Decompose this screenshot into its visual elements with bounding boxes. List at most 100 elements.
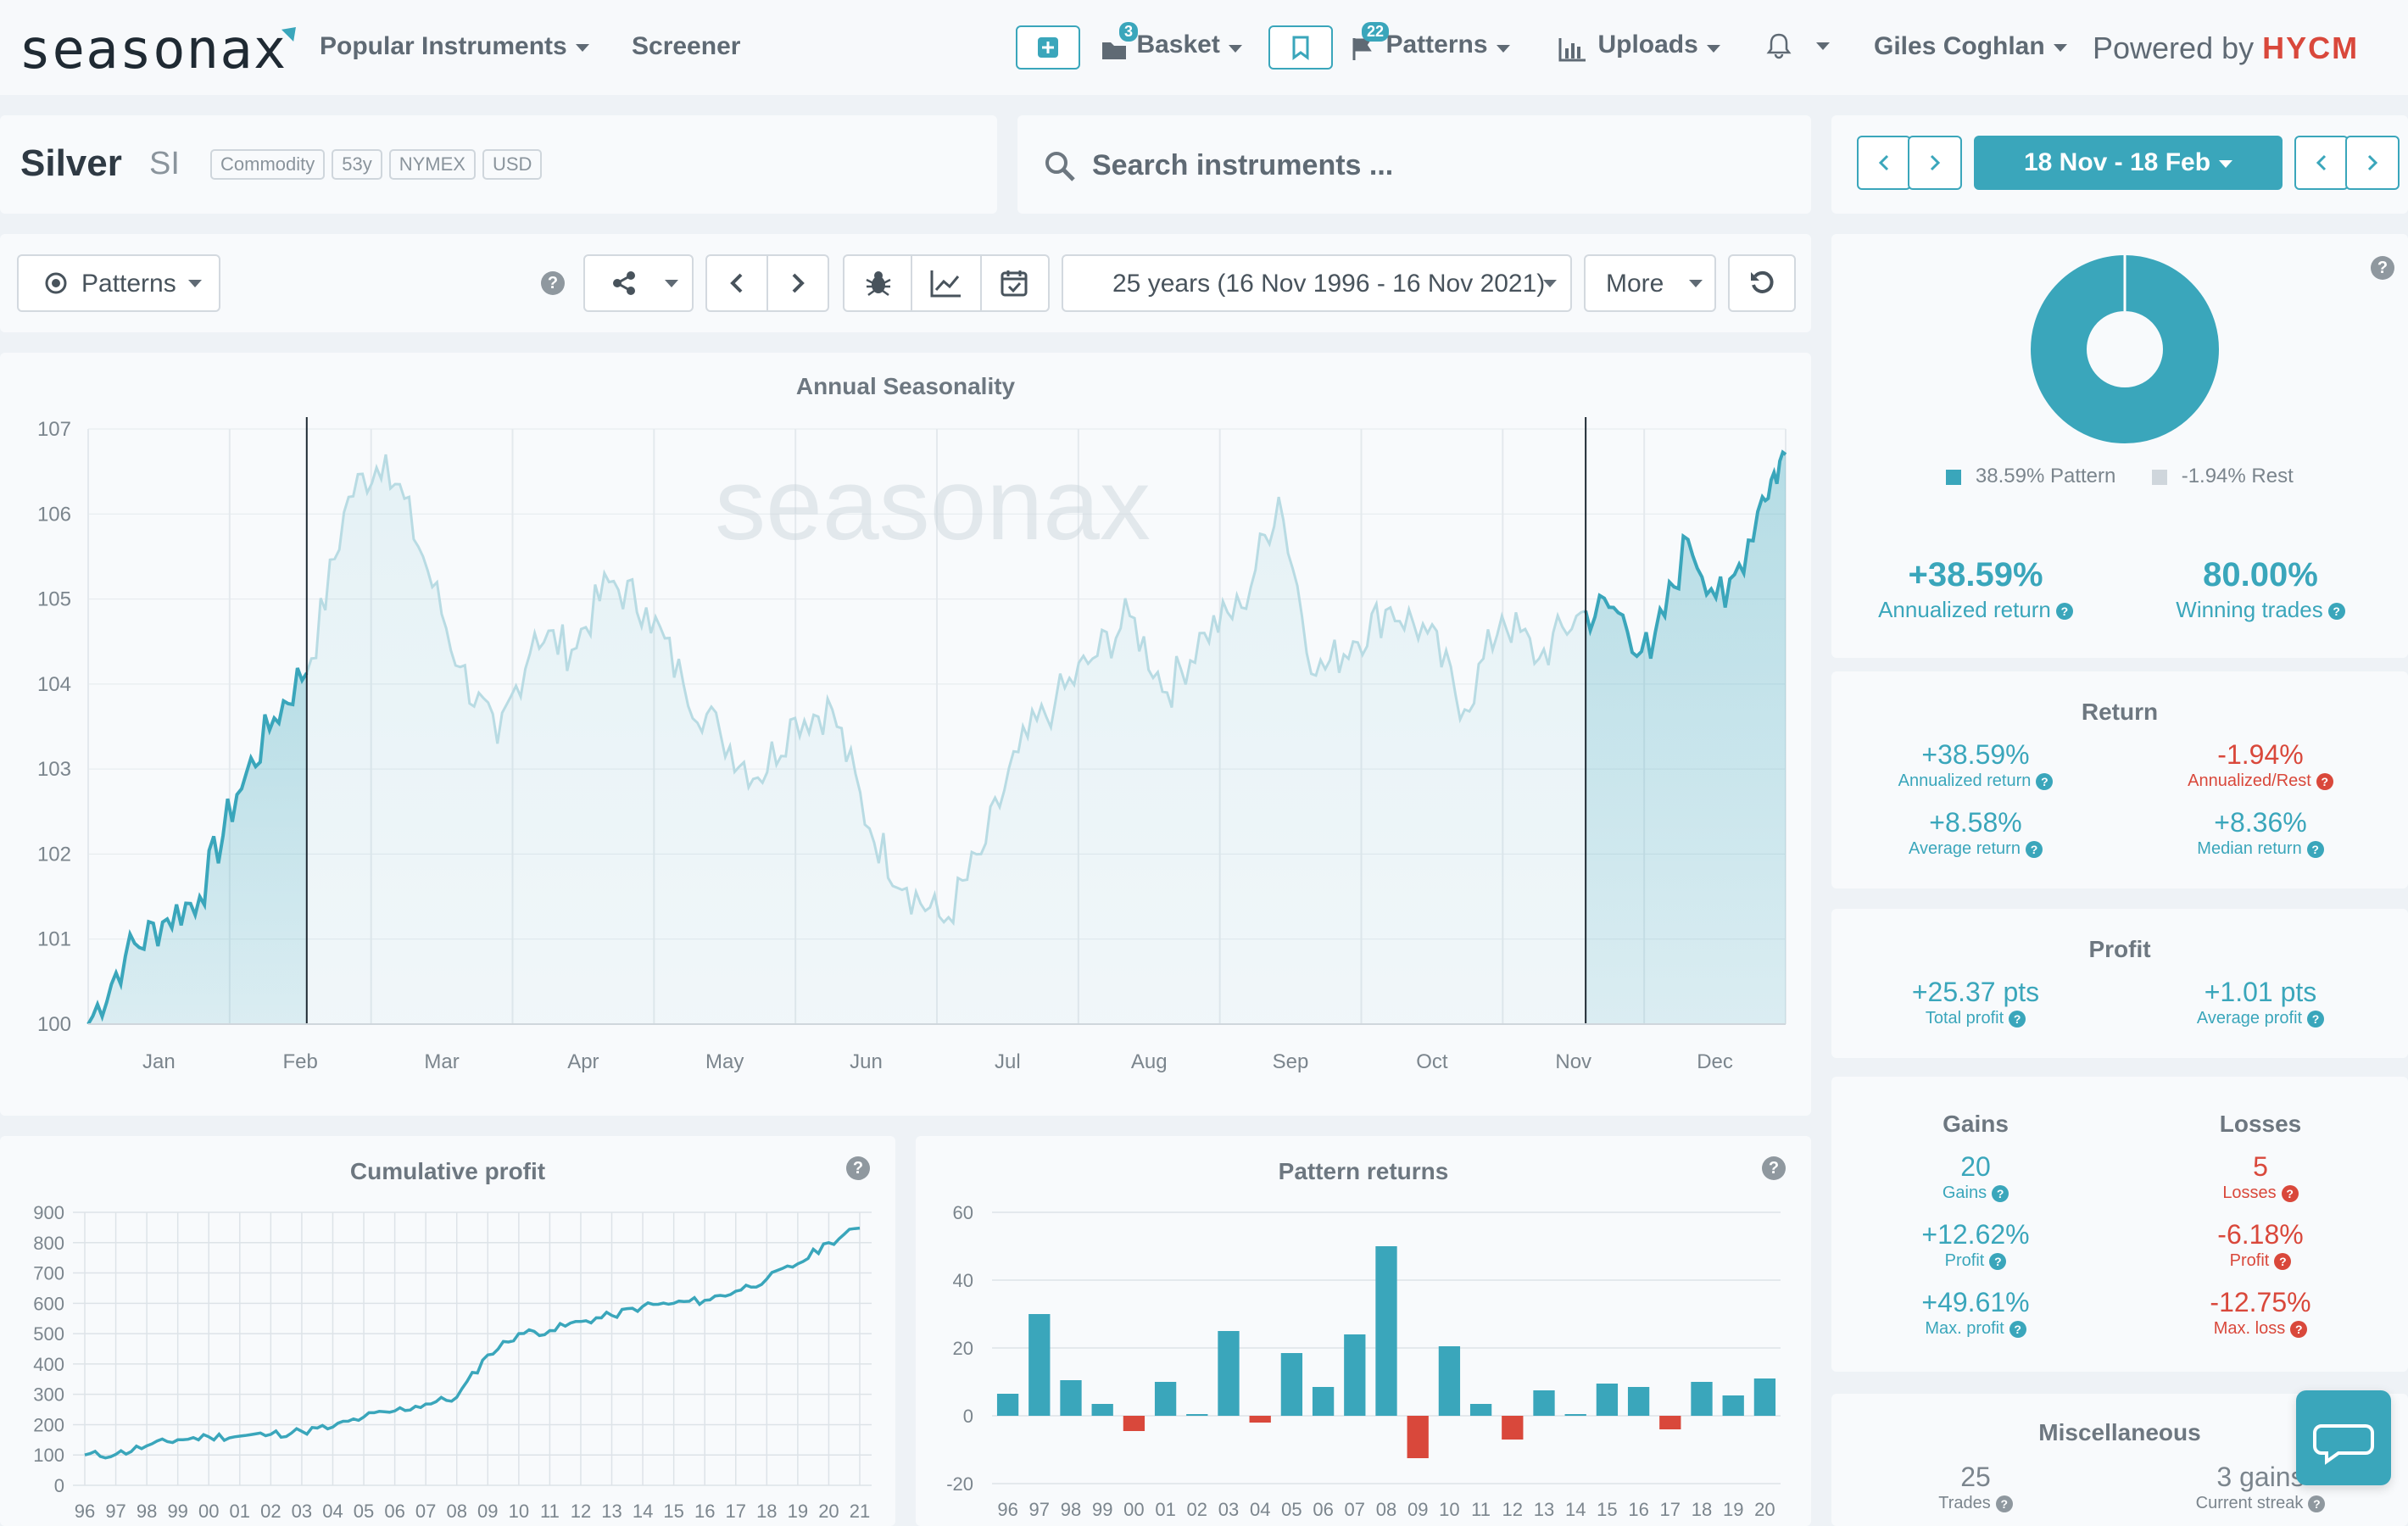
losses-count-label: Losses? (2116, 1183, 2405, 1203)
return-bar[interactable] (1123, 1416, 1145, 1431)
user-menu[interactable]: Giles Coghlan (1874, 32, 2067, 61)
average-return-stat: +8.58% (1929, 807, 2022, 838)
help-icon[interactable]: ? (2281, 1184, 2299, 1202)
help-icon[interactable]: ? (2306, 840, 2324, 858)
return-bar[interactable] (1564, 1414, 1586, 1416)
stat-label: Profit (1944, 1251, 1985, 1270)
help-icon[interactable]: ? (2009, 1320, 2026, 1338)
period-start-next-button[interactable] (1908, 136, 1962, 190)
pattern-returns-chart[interactable]: -20 0 20 40 60 96 97 98 99 00 01 02 03 04 05 06 07 08 09 10… (916, 1136, 1811, 1526)
chevron-right-icon[interactable] (783, 270, 811, 297)
calendar-check-icon[interactable] (999, 268, 1029, 298)
y-tick-label: 0 (963, 1406, 973, 1427)
return-bar[interactable] (1533, 1390, 1555, 1416)
period-end-next-button[interactable] (2345, 136, 2400, 190)
help-icon[interactable]: ? (2371, 256, 2394, 280)
return-bar[interactable] (1028, 1314, 1051, 1416)
return-bar[interactable] (1722, 1395, 1744, 1416)
year-range-label: 25 years (16 Nov 1996 - 16 Nov 2021) (1112, 270, 1546, 298)
seasonax-logo[interactable]: seasonax (19, 19, 303, 81)
chevron-left-icon[interactable] (724, 270, 751, 297)
return-bar[interactable] (1312, 1387, 1335, 1416)
help-icon[interactable]: ? (2307, 1010, 2325, 1028)
return-bar[interactable] (1627, 1387, 1650, 1416)
hycm-logo: HYCM (2262, 31, 2360, 65)
powered-by-label: Powered by (2093, 31, 2255, 65)
winning-trades-text: Winning trades (2176, 597, 2323, 622)
return-bar[interactable] (996, 1394, 1019, 1416)
help-icon[interactable]: ? (1989, 1252, 2007, 1270)
return-bar[interactable] (1060, 1380, 1082, 1416)
more-dropdown[interactable]: More (1584, 254, 1716, 312)
help-icon[interactable]: ? (2036, 772, 2054, 790)
x-tick-label: 05 (354, 1501, 374, 1522)
help-icon[interactable]: ? (2316, 772, 2333, 790)
patterns-menu[interactable]: 22 Patterns (1350, 22, 1510, 62)
return-bar[interactable] (1753, 1378, 1776, 1416)
stat-label: Gains (1942, 1183, 1987, 1202)
x-tick-label: 97 (1029, 1499, 1050, 1520)
return-bar[interactable] (1659, 1416, 1681, 1429)
return-bar[interactable] (1154, 1382, 1177, 1416)
y-tick-label: 101 (37, 928, 71, 951)
total-profit-stat-label: Total profit? (1831, 1009, 2120, 1028)
return-bar[interactable] (1375, 1246, 1397, 1416)
reset-button[interactable] (1728, 254, 1796, 312)
patterns-dropdown[interactable]: Patterns (17, 254, 220, 312)
return-bar[interactable] (1280, 1353, 1303, 1416)
help-icon[interactable]: ? (2327, 603, 2345, 621)
return-bar[interactable] (1249, 1416, 1271, 1423)
year-range-dropdown[interactable]: 25 years (16 Nov 1996 - 16 Nov 2021) (1062, 254, 1572, 312)
uploads-menu[interactable]: Uploads (1558, 31, 1720, 62)
share-button[interactable] (583, 254, 694, 312)
period-end-prev-button[interactable] (2294, 136, 2349, 190)
popular-instruments-menu[interactable]: Popular Instruments (320, 32, 589, 61)
donut-legend: 38.59% Pattern -1.94% Rest (1831, 465, 2408, 488)
search-box[interactable]: Search instruments ... (1017, 115, 1811, 214)
help-icon[interactable]: ? (541, 271, 565, 295)
return-bar[interactable] (1091, 1404, 1113, 1416)
help-icon[interactable]: ? (2025, 840, 2043, 858)
add-to-basket-button[interactable] (1016, 25, 1080, 70)
help-icon[interactable]: ? (1995, 1495, 2013, 1512)
month-label: Mar (424, 1050, 459, 1073)
return-bar[interactable] (1502, 1416, 1524, 1440)
y-tick-label: 200 (33, 1414, 64, 1435)
return-bar[interactable] (1218, 1331, 1240, 1416)
x-tick-label: 14 (1565, 1499, 1586, 1520)
bookmark-button[interactable] (1268, 25, 1333, 70)
return-bar[interactable] (1438, 1346, 1461, 1416)
notifications-menu[interactable] (1765, 32, 1831, 59)
return-bar[interactable] (1344, 1334, 1366, 1416)
basket-menu[interactable]: 3 Basket (1101, 22, 1242, 61)
y-tick-label: 105 (37, 588, 71, 611)
chat-button[interactable] (2296, 1390, 2391, 1485)
help-icon[interactable]: ? (2290, 1320, 2308, 1338)
return-bar[interactable] (1691, 1382, 1713, 1416)
bug-icon[interactable] (863, 268, 894, 298)
help-icon[interactable]: ? (846, 1156, 870, 1180)
help-icon[interactable]: ? (2274, 1252, 2292, 1270)
screener-link[interactable]: Screener (632, 32, 741, 60)
period-start-prev-button[interactable] (1857, 136, 1911, 190)
chevron-down-icon (1689, 280, 1703, 287)
return-bar[interactable] (1186, 1414, 1208, 1416)
line-chart-icon[interactable] (929, 268, 963, 298)
return-bar[interactable] (1469, 1404, 1492, 1416)
annual-seasonality-chart[interactable]: seasonax 107 106 105 104 103 102 101 100 Jan Feb… (0, 353, 1811, 1116)
help-icon[interactable]: ? (2308, 1495, 2326, 1512)
return-bar[interactable] (1596, 1384, 1619, 1416)
period-select-button[interactable]: 18 Nov - 18 Feb (1974, 136, 2283, 190)
chevron-down-icon (1706, 45, 1720, 53)
help-icon[interactable]: ? (1992, 1184, 2009, 1202)
stat-label: Trades (1938, 1494, 1991, 1512)
help-icon[interactable]: ? (2055, 603, 2073, 621)
y-tick-label: 20 (953, 1338, 973, 1359)
y-tick-label: 100 (37, 1013, 71, 1036)
cumulative-profit-chart[interactable]: 0 100 200 300 400 500 600 700 800 900 96 97 98 99 00 01… (0, 1136, 895, 1526)
search-input[interactable]: Search instruments ... (1092, 149, 1394, 181)
return-bar[interactable] (1407, 1416, 1429, 1458)
x-tick-label: 97 (105, 1501, 125, 1522)
help-icon[interactable]: ? (1762, 1156, 1786, 1180)
help-icon[interactable]: ? (2009, 1010, 2026, 1028)
